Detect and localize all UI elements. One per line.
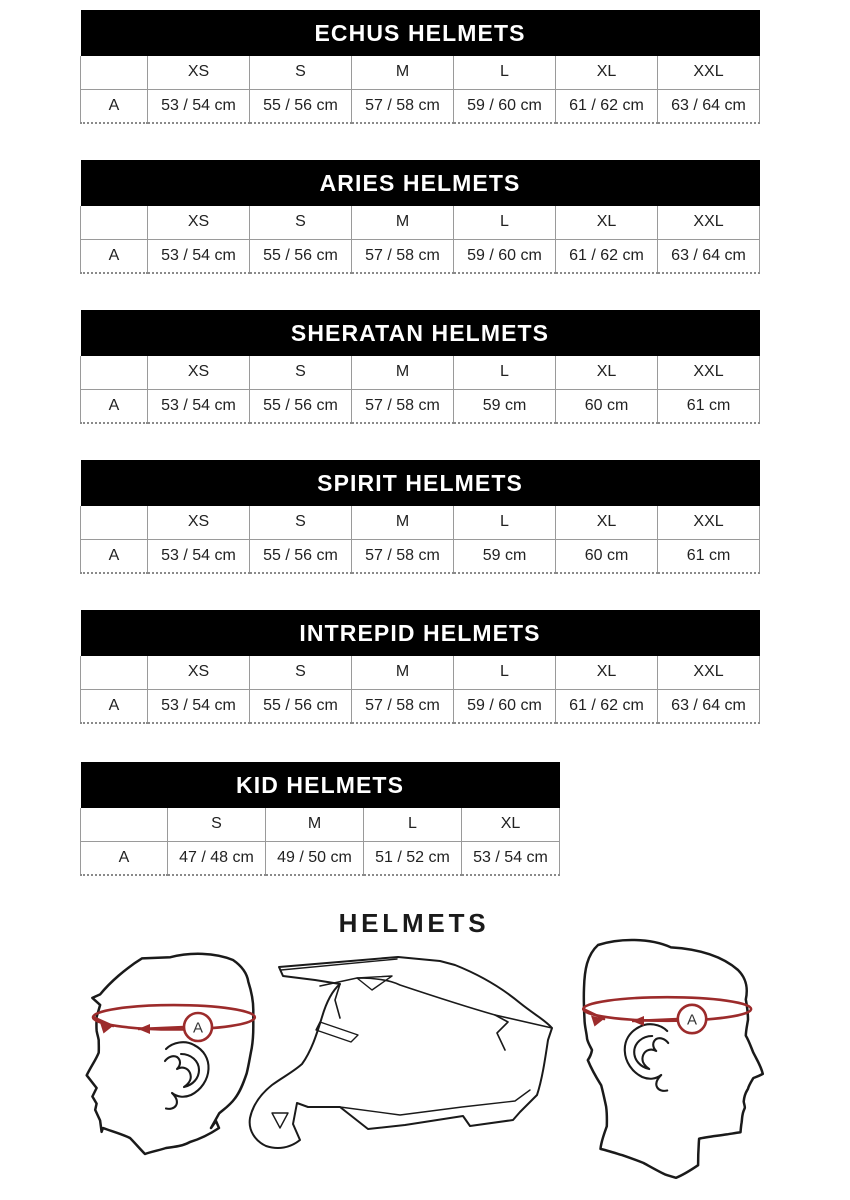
svg-text:A: A — [687, 1012, 697, 1029]
svg-text:A: A — [193, 1020, 203, 1037]
